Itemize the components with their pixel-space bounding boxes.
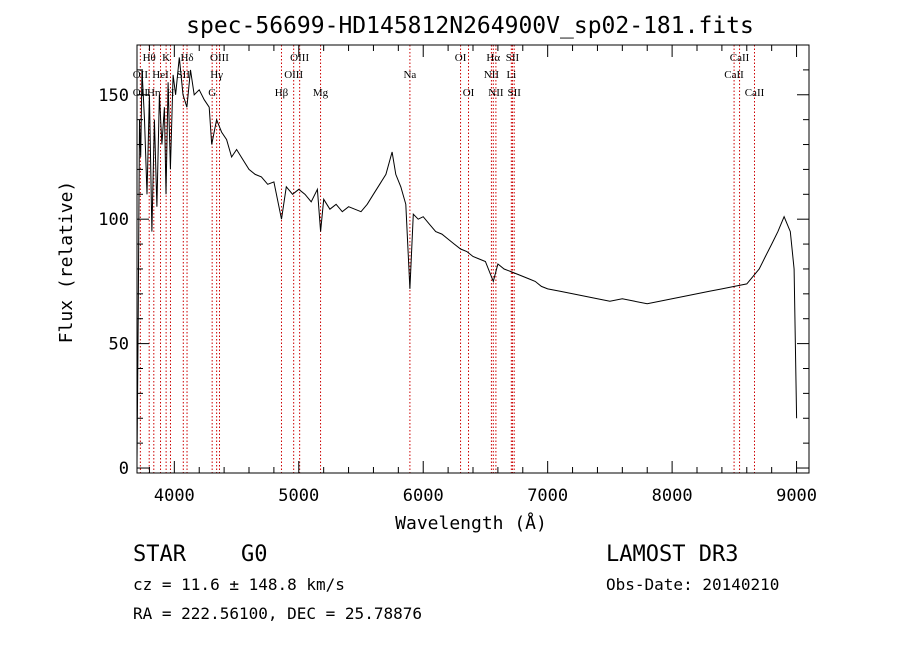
x-tick-label: 8000 [652, 486, 693, 506]
y-axis: 0 50 100 150 [98, 44, 809, 479]
y-tick-label: 50 [109, 335, 129, 355]
line-label: HeI [152, 69, 169, 81]
object-class: STAR [133, 542, 187, 567]
x-tick-label: 7000 [527, 486, 568, 506]
line-label: G [208, 87, 216, 99]
spectral-line-markers [139, 45, 755, 473]
line-label: OIII [290, 52, 309, 64]
y-tick-label: 0 [119, 459, 129, 479]
x-tick-label: 5000 [278, 486, 319, 506]
line-label: OII [133, 69, 149, 81]
x-tick-label: 4000 [154, 486, 195, 506]
line-label: SII [507, 87, 521, 99]
line-label: Hβ [275, 87, 289, 99]
x-axis: 4000 5000 6000 7000 8000 9000 [148, 45, 817, 506]
line-label: CaII [730, 52, 750, 64]
line-label: Na [403, 69, 416, 81]
line-label: Hη [147, 87, 161, 99]
survey-name: LAMOST DR3 [606, 542, 738, 567]
line-label: H [166, 87, 174, 99]
line-label: Hγ [210, 69, 223, 81]
line-label: Li [506, 69, 516, 81]
line-label: CaII [724, 69, 744, 81]
line-label: SII [506, 52, 520, 64]
ra-dec: RA = 222.56100, DEC = 25.78876 [133, 604, 422, 623]
obs-date: Obs-Date: 20140210 [606, 575, 779, 594]
line-label: Hδ [180, 52, 193, 64]
line-label: K [162, 52, 170, 64]
y-tick-label: 100 [98, 210, 129, 230]
line-label: OIII [210, 52, 229, 64]
subclass: G0 [241, 542, 268, 567]
x-tick-label: 6000 [403, 486, 444, 506]
line-label: CaII [745, 87, 765, 99]
line-label: NII [488, 87, 504, 99]
line-label: Mg [313, 87, 329, 99]
y-tick-label: 150 [98, 86, 129, 106]
y-axis-label: Flux (relative) [56, 181, 77, 344]
line-label: NII [484, 69, 500, 81]
plot-frame [136, 44, 810, 474]
x-axis-label: Wavelength (Å) [395, 512, 547, 534]
spectrum-line [136, 57, 798, 464]
line-label: Hα [486, 52, 500, 64]
line-label: Hθ [143, 52, 156, 64]
line-label: SII [177, 69, 191, 81]
cz-value: cz = 11.6 ± 148.8 km/s [133, 575, 345, 594]
chart-title: spec-56699-HD145812N264900V_sp02-181.fit… [186, 13, 754, 39]
line-label: OIII [284, 69, 303, 81]
line-label: OI [455, 52, 467, 64]
line-label: OI [463, 87, 475, 99]
x-tick-label: 9000 [776, 486, 817, 506]
